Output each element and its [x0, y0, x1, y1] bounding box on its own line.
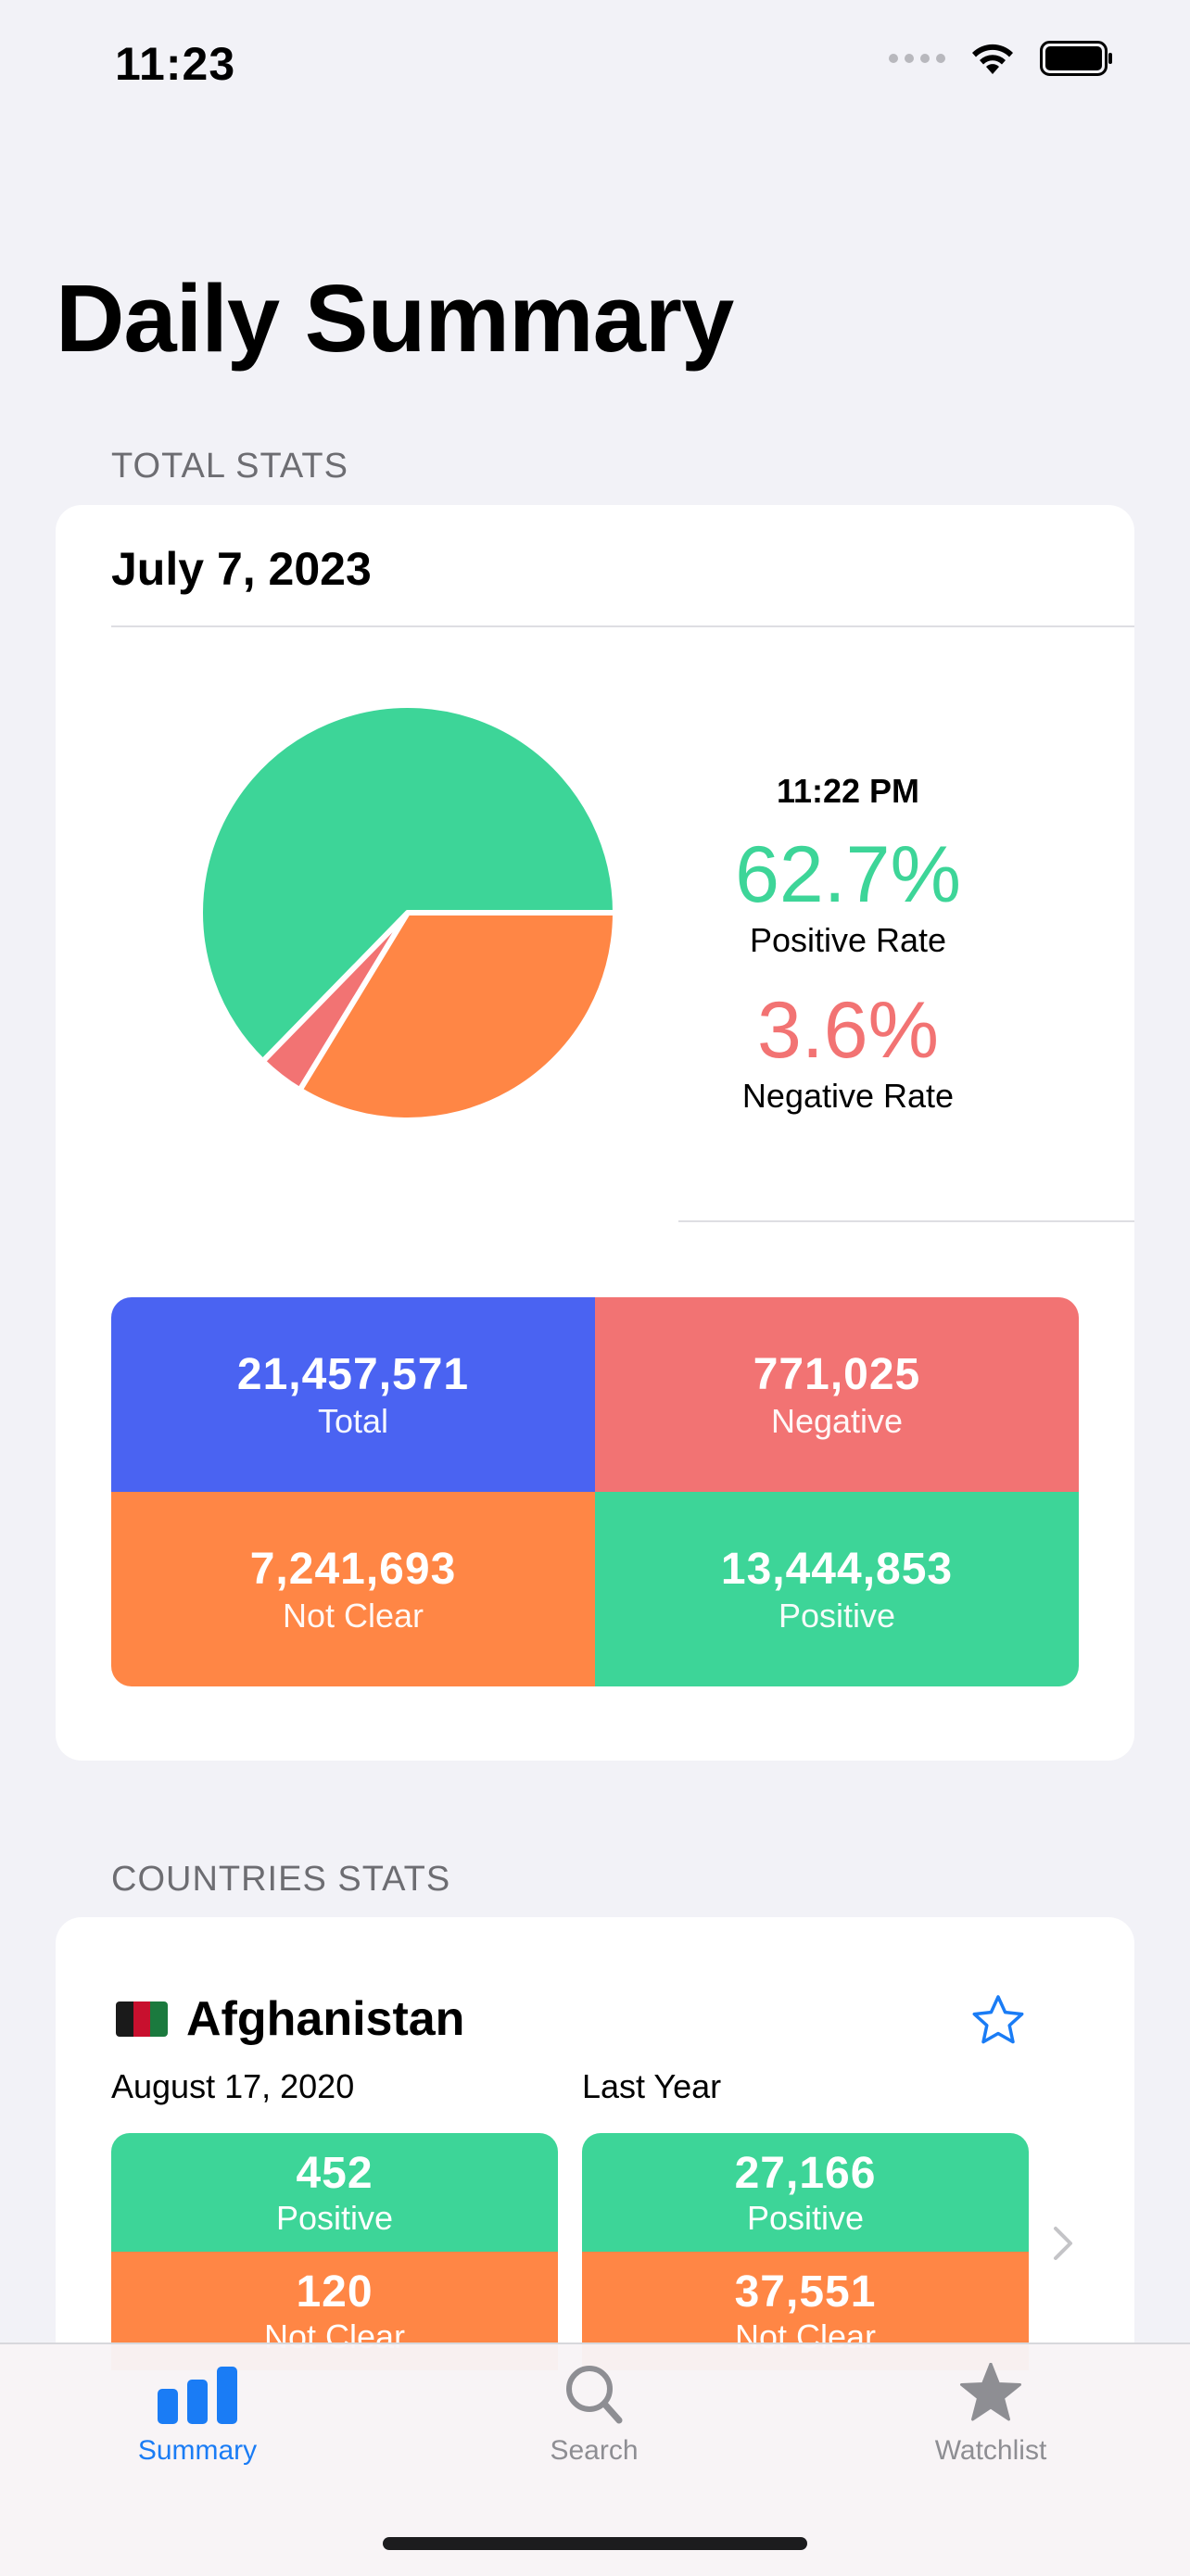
wifi-icon: [972, 44, 1013, 74]
left-column-date: August 17, 2020: [111, 2067, 355, 2105]
tab-watchlist[interactable]: Watchlist: [870, 2363, 1111, 2467]
negative-rate: 3.6% Negative Rate: [621, 985, 1075, 1116]
country-name: Afghanistan: [186, 1992, 465, 2046]
magnifier-icon: [566, 2366, 623, 2424]
country-header: Afghanistan: [116, 1991, 464, 2047]
rates-divider: [678, 1220, 1134, 1222]
rate-pie-chart: [195, 700, 621, 1126]
star-icon: [960, 2363, 1021, 2421]
positive-rate: 62.7% Positive Rate: [621, 829, 1075, 960]
tab-summary[interactable]: Summary: [77, 2363, 318, 2467]
chevron-right-icon[interactable]: [1047, 2223, 1079, 2264]
battery-icon: [1040, 41, 1112, 76]
positive-rate-label: Positive Rate: [749, 921, 947, 959]
status-bar: 11:23: [0, 0, 1190, 130]
left-positive: 452 Positive: [111, 2133, 558, 2252]
afghanistan-flag-icon: [116, 2001, 168, 2037]
tab-search[interactable]: Search: [474, 2363, 715, 2467]
tab-search-label: Search: [550, 2435, 639, 2466]
status-icons: [889, 41, 1114, 76]
negative-rate-label: Negative Rate: [741, 1077, 955, 1115]
total-stats-section-label: TOTAL STATS: [111, 447, 348, 486]
country-stats-right: 27,166 Positive 37,551 Not Clear: [582, 2133, 1029, 2370]
positive-rate-value: 62.7%: [735, 830, 961, 919]
total-stats-card: July 7, 2023 11:22 PM 62.7% Positive Rat…: [56, 505, 1134, 1761]
countries-stats-section-label: COUNTRIES STATS: [111, 1860, 451, 1899]
cellular-signal-icon: [889, 54, 945, 63]
stat-positive[interactable]: 13,444,853 Positive: [595, 1492, 1079, 1686]
update-time: 11:22 PM: [776, 772, 920, 810]
right-column-label: Last Year: [582, 2067, 722, 2105]
stat-negative[interactable]: 771,025 Negative: [595, 1297, 1079, 1492]
stat-not-clear[interactable]: 7,241,693 Not Clear: [111, 1492, 595, 1686]
page-title: Daily Summary: [56, 265, 734, 372]
tab-watchlist-label: Watchlist: [934, 2435, 1047, 2466]
card-divider: [111, 625, 1134, 627]
stats-grid: 21,457,571 Total 771,025 Negative 7,241,…: [111, 1297, 1079, 1686]
right-positive: 27,166 Positive: [582, 2133, 1029, 2252]
home-indicator: [383, 2537, 807, 2550]
status-time: 11:23: [115, 38, 236, 90]
pie-slice-not-clear: [297, 910, 618, 1124]
negative-rate-value: 3.6%: [756, 986, 940, 1075]
stat-total[interactable]: 21,457,571 Total: [111, 1297, 595, 1492]
country-card[interactable]: Afghanistan August 17, 2020 Last Year 45…: [56, 1917, 1134, 2399]
tab-summary-label: Summary: [137, 2435, 258, 2466]
pie-slice-positive: [197, 702, 618, 1065]
watchlist-star-icon[interactable]: [968, 1991, 1028, 2051]
total-stats-date: July 7, 2023: [111, 543, 372, 595]
country-stats-left: 452 Positive 120 Not Clear: [111, 2133, 558, 2370]
chart-bars-icon: [158, 2367, 237, 2424]
